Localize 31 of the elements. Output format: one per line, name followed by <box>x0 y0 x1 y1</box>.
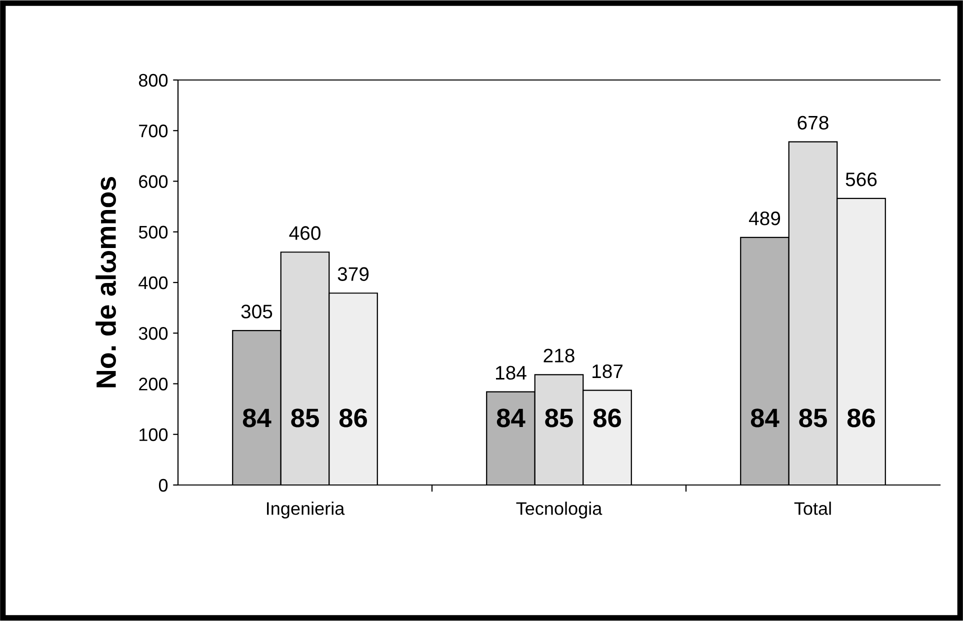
data-label: 379 <box>338 267 369 281</box>
data-label: 460 <box>289 226 320 240</box>
x-tick-label: Ingenieria <box>267 502 345 518</box>
data-label: 566 <box>846 172 877 186</box>
y-tick-label: 300 <box>138 327 168 340</box>
text: 86 <box>339 408 367 428</box>
data-label: 187 <box>592 364 623 378</box>
text: 84 <box>750 408 780 428</box>
text: 84 <box>496 408 526 428</box>
x-tick-label: Tecnologia <box>516 502 602 518</box>
y-tick-label: 500 <box>138 226 168 239</box>
text: 85 <box>291 408 319 428</box>
y-tick-label: 800 <box>138 74 168 87</box>
y-tick-label: 0 <box>158 478 168 492</box>
data-label: 489 <box>748 212 780 226</box>
y-tick-label: 100 <box>140 428 168 442</box>
y-tick-label: 600 <box>139 175 168 188</box>
data-label: 678 <box>798 116 828 130</box>
y-tick-label: 200 <box>139 378 168 390</box>
y-tick-label: 700 <box>139 124 168 138</box>
series-label: 84 <box>242 408 272 428</box>
y-tick-label: 400 <box>138 276 168 290</box>
text: 86 <box>847 408 875 428</box>
series-label: 86 <box>593 408 621 428</box>
data-label: 218 <box>544 348 574 362</box>
text: 85 <box>799 408 827 428</box>
data-label: 305 <box>241 304 272 318</box>
series-label: 85 <box>545 408 573 428</box>
x-tick-label: Total <box>794 502 831 515</box>
data-label: 184 <box>496 366 526 380</box>
y-axis-title: No. de alωmnos <box>96 176 116 388</box>
